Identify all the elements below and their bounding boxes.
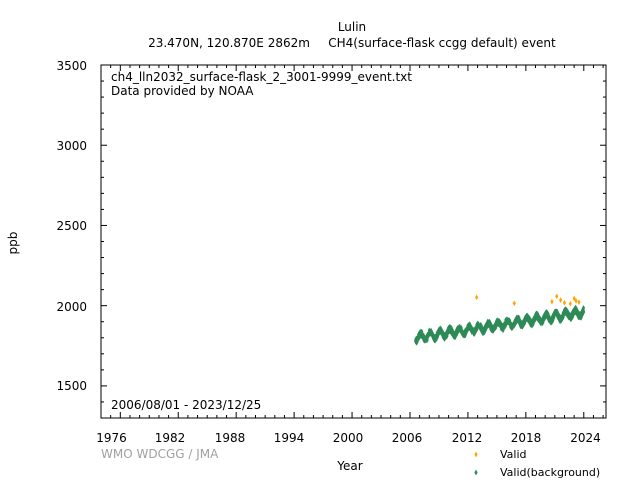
background-point: [466, 327, 470, 333]
plot-frame: [100, 64, 607, 419]
background-point: [474, 328, 478, 335]
y-tick-label: 1500: [56, 379, 87, 393]
background-point: [435, 333, 440, 340]
background-point: [449, 325, 454, 331]
legend: Valid Valid(background): [474, 448, 600, 479]
background-point: [435, 336, 439, 342]
legend-valid-marker: [474, 451, 478, 458]
valid-point: [550, 298, 554, 305]
major-ticks: [101, 64, 606, 418]
x-tick-label: 2012: [452, 431, 483, 445]
valid-point: [574, 298, 578, 304]
x-tick-label: 1988: [215, 431, 246, 445]
y-tick-label: 3000: [56, 139, 87, 153]
x-tick-label: 1976: [96, 431, 127, 445]
series-valid-points: [475, 293, 581, 307]
valid-point: [559, 297, 563, 303]
valid-point: [512, 300, 516, 307]
x-tick-label: 2024: [570, 431, 601, 445]
x-tick-label: 1994: [274, 431, 305, 445]
date-range-annotation: 2006/08/01 - 2023/12/25: [111, 398, 261, 412]
legend-valid-label: Valid: [500, 448, 527, 461]
background-point: [581, 305, 586, 311]
y-tick-label: 2000: [56, 300, 87, 314]
chart-title: Lulin: [338, 20, 366, 34]
x-tick-label: 2018: [511, 431, 542, 445]
valid-point: [475, 294, 479, 301]
valid-point: [577, 299, 581, 305]
background-point: [446, 330, 450, 336]
x-tick-label: 2006: [392, 431, 423, 445]
y-tick-label: 2500: [56, 219, 87, 233]
legend-background-label: Valid(background): [500, 466, 600, 479]
x-axis-label: Year: [336, 459, 362, 473]
chart-subtitle-location: 23.470N, 120.870E 2862m: [148, 36, 310, 50]
x-tick-label: 2000: [333, 431, 364, 445]
background-point: [422, 332, 426, 339]
background-point: [420, 328, 424, 335]
minor-ticks: [100, 65, 606, 418]
background-point: [517, 314, 521, 321]
background-point: [494, 325, 498, 331]
valid-point: [572, 295, 576, 302]
file-name-annotation: ch4_lln2032_surface-flask_2_3001-9999_ev…: [111, 70, 412, 84]
chart-subtitle-parameter: CH4(surface-flask ccgg default) event: [328, 36, 556, 50]
background-point: [450, 327, 454, 333]
y-tick-label: 3500: [56, 59, 87, 73]
legend-background-marker: [474, 469, 478, 476]
background-point: [536, 312, 540, 319]
y-axis-label: ppb: [6, 232, 20, 255]
valid-point: [562, 299, 567, 306]
series-background-points: [413, 304, 586, 346]
provider-annotation: Data provided by NOAA: [111, 84, 254, 98]
background-point: [425, 337, 429, 343]
x-tick-label: 1982: [155, 431, 186, 445]
credit-label: WMO WDCGG / JMA: [101, 447, 219, 461]
valid-point: [568, 300, 572, 307]
valid-point: [555, 293, 559, 300]
background-point: [582, 309, 586, 315]
